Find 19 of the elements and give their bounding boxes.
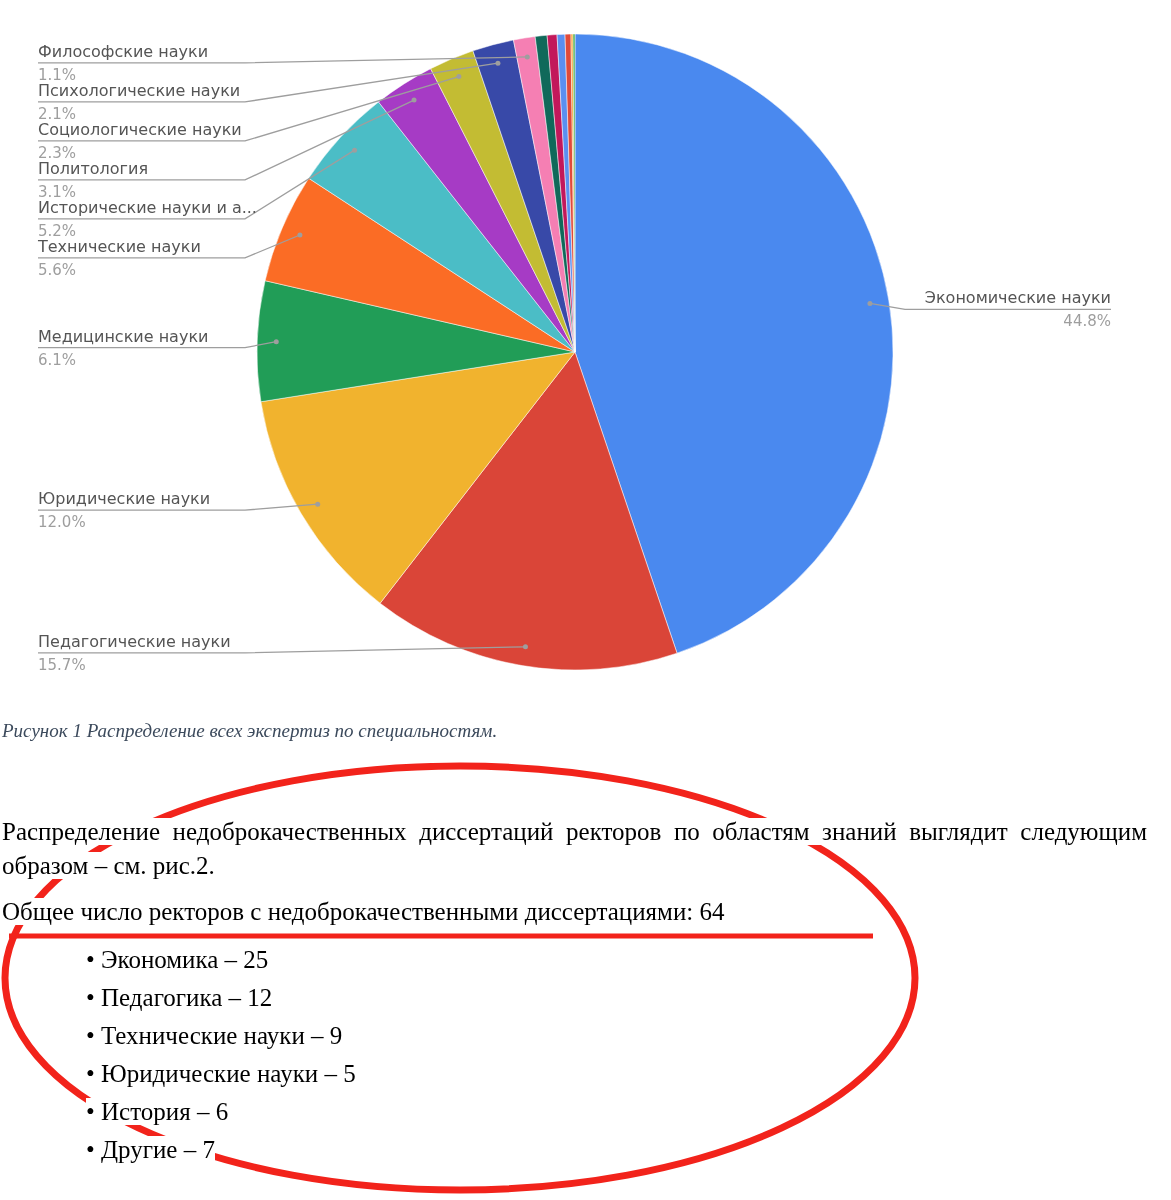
text: • Технические науки – 9: [86, 1022, 343, 1049]
slice-label: Философские науки: [38, 41, 209, 61]
text: • История – 6: [86, 1098, 229, 1125]
text: Рисунок 1 Распределение всех экспертиз по специальностям.: [2, 720, 498, 742]
data-label: 44.8%: [1063, 312, 1111, 331]
text: Общее число ректоров с недоброкачественными диссертациями: 64: [2, 898, 725, 925]
data-label: 15.7%: [38, 655, 86, 674]
text: • Другие – 7: [86, 1136, 215, 1163]
data-label: 6.1%: [38, 350, 77, 369]
data-label: 12.0%: [38, 513, 86, 532]
slice-label: Юридические науки: [38, 489, 211, 509]
slice-label: Экономические науки: [924, 288, 1111, 308]
text: • Педагогика – 12: [86, 984, 273, 1011]
text: • Экономика – 25: [86, 946, 269, 973]
slice-label: Медицинские науки: [38, 326, 209, 346]
text: Распределение недоброкачественных диссертаций ректоров по областям знаний выглядит следующим образом – см. рис.2.: [2, 818, 1147, 879]
data-label: 5.6%: [38, 260, 77, 279]
text: • Юридические науки – 5: [86, 1060, 356, 1087]
slice-label: Педагогические науки: [38, 631, 231, 651]
